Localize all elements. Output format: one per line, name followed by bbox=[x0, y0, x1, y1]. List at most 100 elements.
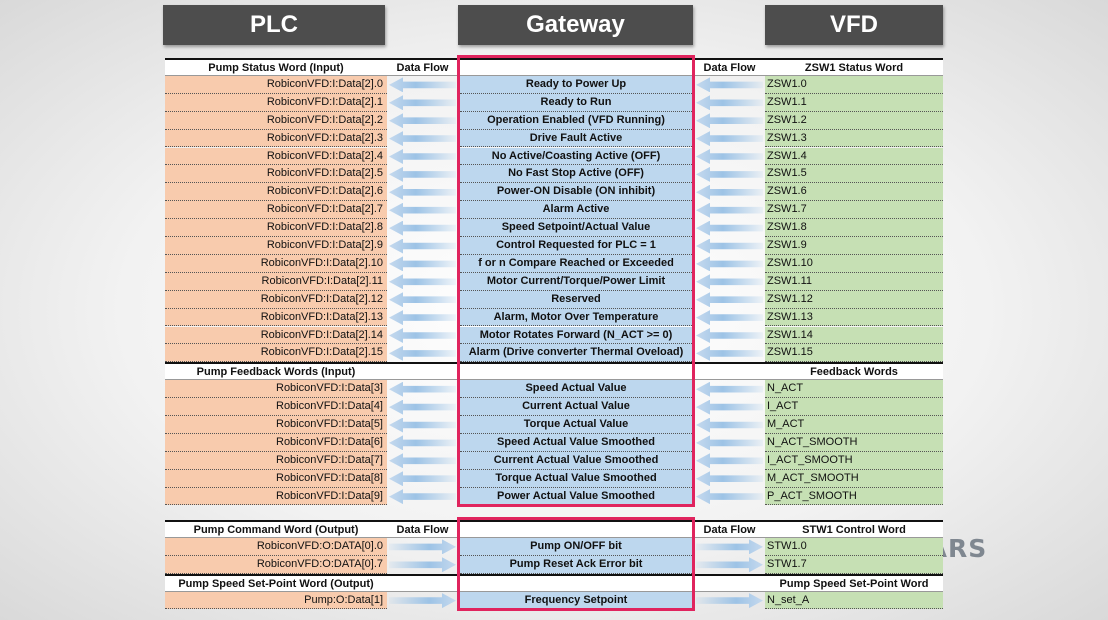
data-flow-arrow bbox=[696, 256, 763, 272]
plc-tag: RobiconVFD:I:Data[2].5 bbox=[165, 165, 387, 184]
data-flow-arrow bbox=[696, 238, 763, 254]
gateway-signal: Motor Current/Torque/Power Limit bbox=[460, 272, 692, 291]
data-flow-arrow bbox=[696, 471, 763, 487]
gateway-signal: Ready to Power Up bbox=[460, 75, 692, 94]
data-flow-arrow bbox=[389, 77, 456, 93]
plc-tag: RobiconVFD:O:DATA[0].7 bbox=[165, 555, 387, 574]
data-flow-arrow bbox=[696, 345, 763, 361]
plc-tag: Pump:O:Data[1] bbox=[165, 591, 387, 610]
plc-tag: RobiconVFD:I:Data[2].9 bbox=[165, 237, 387, 255]
vfd-signal: STW1.0 bbox=[765, 537, 943, 556]
gateway-section-header bbox=[460, 520, 692, 538]
plc-tag: RobiconVFD:I:Data[2].12 bbox=[165, 290, 387, 309]
plc-tag: RobiconVFD:I:Data[6] bbox=[165, 433, 387, 452]
data-flow-arrow bbox=[696, 381, 763, 397]
data-flow-arrow bbox=[696, 184, 763, 200]
gateway-signal: Alarm (Drive converter Thermal Oveload) bbox=[460, 344, 692, 363]
data-flow-arrow bbox=[389, 489, 456, 505]
data-flow-arrow bbox=[389, 557, 456, 572]
data-flow-arrow bbox=[696, 149, 763, 164]
vfd-signal: N_set_A bbox=[765, 591, 943, 610]
section-header: Pump Command Word (Output) bbox=[165, 520, 387, 538]
gateway-signal: Alarm, Motor Over Temperature bbox=[460, 308, 692, 327]
gateway-signal: Speed Actual Value Smoothed bbox=[460, 433, 692, 452]
data-flow-arrow bbox=[696, 220, 763, 236]
data-flow-arrow bbox=[389, 310, 456, 326]
vfd-signal: ZSW1.5 bbox=[765, 165, 943, 184]
plc-tag: RobiconVFD:I:Data[2].4 bbox=[165, 147, 387, 166]
vfd-signal: ZSW1.2 bbox=[765, 111, 943, 130]
gateway-signal: Power-ON Disable (ON inhibit) bbox=[460, 183, 692, 202]
vfd-signal: I_ACT bbox=[765, 398, 943, 416]
vfd-signal: M_ACT_SMOOTH bbox=[765, 469, 943, 488]
plc-tag: RobiconVFD:I:Data[2].2 bbox=[165, 111, 387, 130]
vfd-signal: ZSW1.8 bbox=[765, 219, 943, 237]
plc-tag: RobiconVFD:I:Data[2].0 bbox=[165, 75, 387, 94]
gateway-signal: Motor Rotates Forward (N_ACT >= 0) bbox=[460, 326, 692, 345]
data-flow-arrow bbox=[389, 113, 456, 129]
vfd-signal: ZSW1.12 bbox=[765, 290, 943, 309]
vfd-signal: ZSW1.11 bbox=[765, 272, 943, 291]
vfd-signal: P_ACT_SMOOTH bbox=[765, 487, 943, 506]
gateway-signal: No Fast Stop Active (OFF) bbox=[460, 165, 692, 184]
plc-tag: RobiconVFD:I:Data[2].8 bbox=[165, 219, 387, 237]
gateway-signal: Power Actual Value Smoothed bbox=[460, 487, 692, 506]
vfd-signal: ZSW1.6 bbox=[765, 183, 943, 202]
plc-tag: RobiconVFD:I:Data[3] bbox=[165, 380, 387, 399]
gateway-signal: Speed Setpoint/Actual Value bbox=[460, 219, 692, 237]
vfd-signal: ZSW1.7 bbox=[765, 201, 943, 220]
gateway-signal: Current Actual Value Smoothed bbox=[460, 451, 692, 470]
plc-tag: RobiconVFD:I:Data[2].10 bbox=[165, 254, 387, 273]
data-flow-arrow bbox=[389, 238, 456, 254]
data-flow-arrow bbox=[696, 593, 763, 608]
plc-tag: RobiconVFD:I:Data[2].11 bbox=[165, 272, 387, 291]
vfd-signal: ZSW1.4 bbox=[765, 147, 943, 166]
data-flow-arrow bbox=[389, 593, 456, 608]
gateway-signal: Alarm Active bbox=[460, 201, 692, 220]
data-flow-arrow bbox=[389, 292, 456, 308]
data-flow-arrow bbox=[389, 345, 456, 361]
data-flow-arrow bbox=[389, 131, 456, 147]
data-flow-header: Data Flow bbox=[387, 520, 458, 538]
plc-tag: RobiconVFD:I:Data[2].6 bbox=[165, 183, 387, 202]
data-flow-arrow bbox=[696, 113, 763, 129]
plc-tag: RobiconVFD:I:Data[2].15 bbox=[165, 344, 387, 363]
data-flow-header bbox=[694, 573, 765, 592]
data-flow-arrow bbox=[696, 328, 763, 343]
data-flow-arrow bbox=[389, 381, 456, 397]
gateway-signal: Drive Fault Active bbox=[460, 129, 692, 148]
vfd-signal: ZSW1.13 bbox=[765, 308, 943, 327]
data-flow-arrow bbox=[696, 166, 763, 182]
data-flow-arrow bbox=[389, 202, 456, 218]
plc-tag: RobiconVFD:I:Data[2].7 bbox=[165, 201, 387, 220]
gateway-signal: Speed Actual Value bbox=[460, 380, 692, 399]
vfd-signal: ZSW1.9 bbox=[765, 237, 943, 255]
vfd-signal: N_ACT_SMOOTH bbox=[765, 433, 943, 452]
gateway-signal: Operation Enabled (VFD Running) bbox=[460, 111, 692, 130]
data-flow-arrow bbox=[389, 435, 456, 451]
section-header: Feedback Words bbox=[765, 362, 943, 381]
section-header: Pump Feedback Words (Input) bbox=[165, 362, 387, 381]
data-flow-arrow bbox=[696, 557, 763, 572]
gateway-signal: Frequency Setpoint bbox=[460, 591, 692, 610]
data-flow-arrow bbox=[696, 435, 763, 451]
data-flow-arrow bbox=[389, 274, 456, 290]
plc-tag: RobiconVFD:I:Data[7] bbox=[165, 451, 387, 470]
data-flow-arrow bbox=[389, 471, 456, 487]
gateway-signal: Ready to Run bbox=[460, 93, 692, 112]
data-flow-arrow bbox=[696, 77, 763, 93]
section-header: Pump Speed Set-Point Word (Output) bbox=[165, 573, 387, 592]
data-flow-arrow bbox=[389, 417, 456, 433]
plc-tag: RobiconVFD:I:Data[2].14 bbox=[165, 326, 387, 345]
gateway-signal: Torque Actual Value bbox=[460, 416, 692, 434]
data-flow-header bbox=[387, 362, 458, 381]
data-flow-arrow bbox=[696, 202, 763, 218]
plc-tag: RobiconVFD:I:Data[4] bbox=[165, 398, 387, 416]
plc-tag: RobiconVFD:I:Data[5] bbox=[165, 416, 387, 434]
data-flow-arrow bbox=[389, 220, 456, 236]
gateway-signal: No Active/Coasting Active (OFF) bbox=[460, 147, 692, 166]
data-flow-arrow bbox=[696, 274, 763, 290]
vfd-signal: ZSW1.1 bbox=[765, 93, 943, 112]
section-header: ZSW1 Status Word bbox=[765, 58, 943, 76]
vfd-signal: ZSW1.10 bbox=[765, 254, 943, 273]
